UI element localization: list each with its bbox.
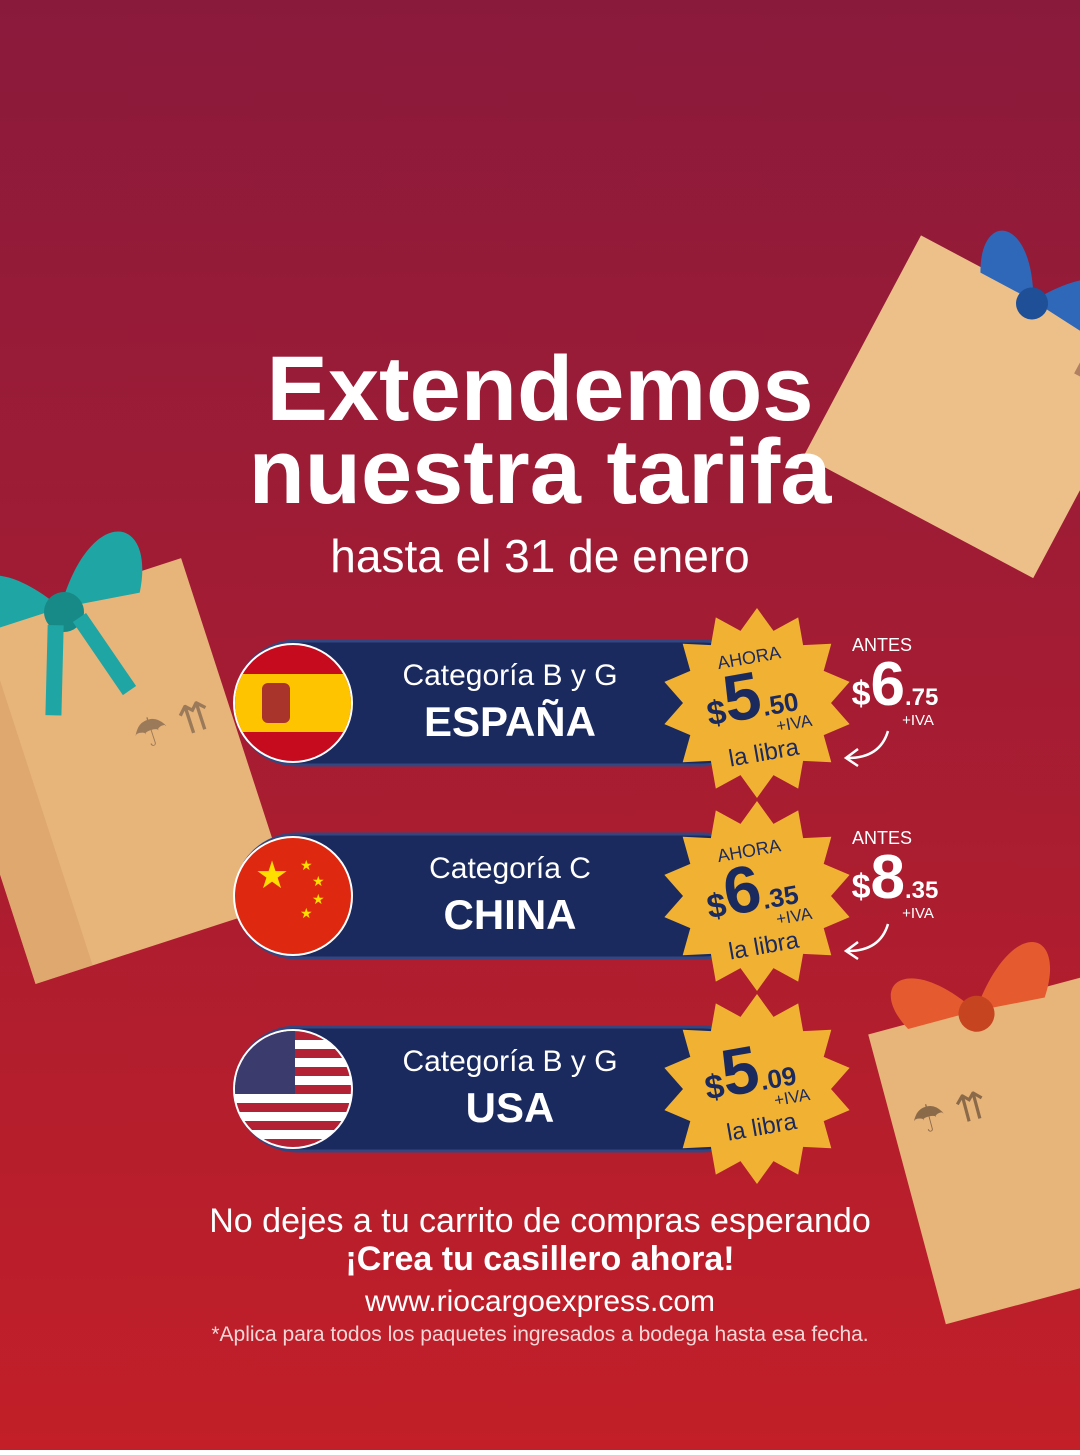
country: USA	[466, 1084, 555, 1131]
subtitle: hasta el 31 de enero	[330, 530, 749, 582]
before-price-whole: 6	[871, 650, 905, 719]
now-price-cents: .50	[760, 686, 801, 722]
arrow	[843, 730, 890, 768]
flag-usa	[235, 1031, 351, 1147]
footer-text: No dejes a tu carrito de compras esperan…	[209, 1202, 870, 1240]
price-badge	[664, 994, 850, 1184]
category: Categoría C	[429, 852, 591, 885]
svg-text:★: ★	[300, 905, 313, 921]
headline: nuestra tarifa	[249, 421, 833, 523]
now-price: $5.50	[699, 651, 802, 740]
before-price-cents: .35	[905, 877, 938, 904]
website[interactable]: www.riocargoexpress.com	[364, 1285, 715, 1318]
disclaimer: *Aplica para todos los paquetes ingresad…	[211, 1323, 868, 1346]
now-price: $6.35	[699, 844, 802, 933]
svg-text:★: ★	[312, 891, 325, 907]
before-price-cents: .75	[905, 684, 938, 711]
before-label: ANTES	[852, 635, 912, 655]
gift-box-bottom-right: ☂ ⇈	[868, 941, 1080, 1325]
before-price-currency: $	[852, 868, 871, 906]
svg-text:★: ★	[300, 857, 313, 873]
svg-text:★: ★	[312, 873, 325, 889]
before-label: ANTES	[852, 828, 912, 848]
call-to-action: ¡Crea tu casillero ahora!	[345, 1240, 734, 1278]
before-price: $8.35	[852, 843, 939, 912]
svg-text:★: ★	[255, 855, 289, 897]
price-badge	[664, 801, 850, 991]
headline: Extendemos	[266, 338, 813, 440]
country: CHINA	[444, 891, 577, 938]
before-price-whole: 8	[871, 843, 905, 912]
category: Categoría B y G	[402, 1045, 617, 1078]
before-price: $6.75	[852, 650, 939, 719]
price-badge	[664, 608, 850, 798]
now-price-cents: .35	[760, 879, 801, 915]
flag-spain	[235, 645, 351, 761]
before-tax: +IVA	[902, 905, 934, 922]
gift-box-left: ☂ ⇈	[0, 531, 293, 984]
country: ESPAÑA	[424, 698, 596, 745]
flag-china: ★ ★ ★ ★ ★	[235, 838, 351, 954]
category: Categoría B y G	[402, 659, 617, 692]
before-price-currency: $	[852, 675, 871, 713]
arrow	[843, 923, 890, 961]
now-price-cents: .09	[758, 1060, 799, 1096]
before-tax: +IVA	[902, 712, 934, 729]
gift-box-top-right	[803, 230, 1080, 579]
